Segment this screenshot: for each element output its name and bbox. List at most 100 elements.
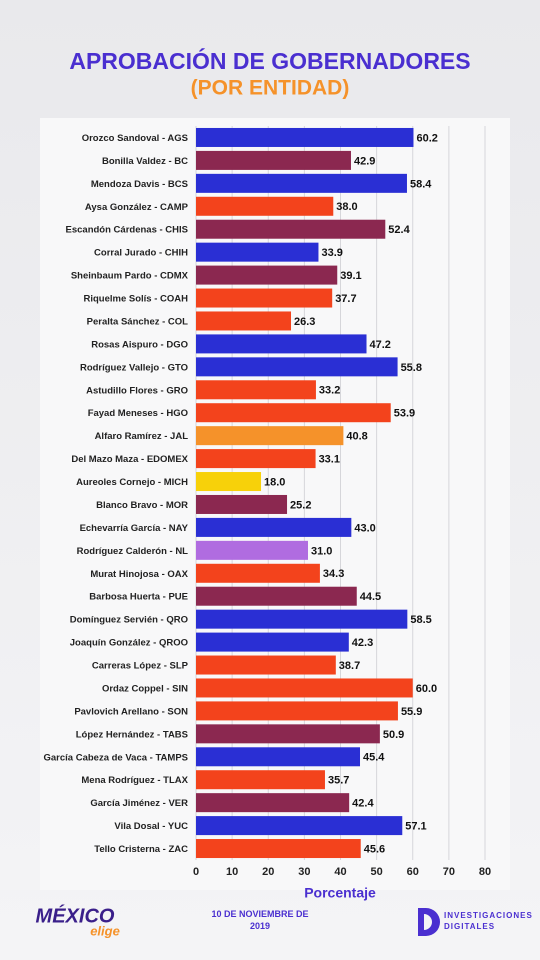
bar xyxy=(196,655,336,675)
value-label: 50.9 xyxy=(383,729,404,741)
x-tick-label: 60 xyxy=(407,866,419,878)
bar xyxy=(196,494,288,514)
value-label: 26.3 xyxy=(294,316,315,328)
value-label: 25.2 xyxy=(290,499,311,511)
y-tick-label: Riquelme Solís - COAH xyxy=(83,294,188,305)
bar xyxy=(196,334,367,354)
y-tick-label: Rodríguez Vallejo - GTO xyxy=(80,362,188,373)
value-label: 45.4 xyxy=(363,752,385,764)
y-tick-label: Corral Jurado - CHIH xyxy=(94,248,188,259)
y-tick-label: Ordaz Coppel - SIN xyxy=(102,683,188,694)
x-tick-label: 10 xyxy=(226,866,238,878)
bar xyxy=(196,793,350,813)
y-tick-label: Tello Cristerna - ZAC xyxy=(94,844,188,855)
value-label: 31.0 xyxy=(311,545,332,557)
x-tick-label: 50 xyxy=(371,866,383,878)
value-label: 58.5 xyxy=(410,614,431,626)
y-tick-label: Rosas Aispuro - DGO xyxy=(91,339,188,350)
y-tick-label: Murat Hinojosa - OAX xyxy=(90,569,188,580)
y-tick-label: Fayad Meneses - HGO xyxy=(88,408,188,419)
bar xyxy=(196,173,407,193)
value-label: 38.0 xyxy=(336,201,357,213)
value-label: 38.7 xyxy=(339,660,360,672)
value-label: 60.0 xyxy=(416,683,437,695)
value-label: 18.0 xyxy=(264,476,285,488)
y-tick-label: Blanco Bravo - MOR xyxy=(96,500,188,511)
bar xyxy=(196,747,361,767)
value-label: 34.3 xyxy=(323,568,344,580)
y-tick-label: Aysa González - CAMP xyxy=(85,202,189,213)
bar xyxy=(196,426,344,446)
bar xyxy=(196,403,391,423)
value-label: 55.9 xyxy=(401,706,422,718)
value-label: 58.4 xyxy=(410,178,432,190)
bar xyxy=(196,288,333,308)
y-tick-label: Escandón Cárdenas - CHIS xyxy=(66,225,188,236)
x-tick-label: 0 xyxy=(193,866,199,878)
logo: MÉXICO xyxy=(36,904,115,927)
date: 10 DE NOVIEMBRE DE 2019 xyxy=(211,909,309,931)
bar xyxy=(196,265,338,285)
x-tick-label: 20 xyxy=(262,866,274,878)
bar xyxy=(196,563,320,583)
y-tick-label: García Cabeza de Vaca - TAMPS xyxy=(44,752,189,763)
bar xyxy=(196,724,380,744)
bar xyxy=(196,770,325,790)
y-tick-label: Carreras López - SLP xyxy=(92,661,189,672)
x-axis-label: Porcentaje xyxy=(304,885,376,901)
bar xyxy=(196,632,349,652)
value-label: 44.5 xyxy=(360,591,381,603)
value-label: 53.9 xyxy=(394,408,415,420)
bar xyxy=(196,357,398,377)
value-label: 33.1 xyxy=(319,454,340,466)
bar xyxy=(196,127,414,147)
y-tick-label: Mendoza Davis - BCS xyxy=(91,179,188,190)
bar xyxy=(196,816,403,836)
value-label: 52.4 xyxy=(388,224,410,236)
brand-icon xyxy=(418,908,440,936)
value-label: 39.1 xyxy=(340,270,361,282)
x-tick-label: 40 xyxy=(334,866,346,878)
y-tick-label: López Hernández - TABS xyxy=(76,729,188,740)
logo-tag: elige xyxy=(90,923,120,938)
value-label: 42.3 xyxy=(352,637,373,649)
y-tick-label: Vila Dosal - YUC xyxy=(114,821,188,832)
value-label: 55.8 xyxy=(401,362,422,374)
bar xyxy=(196,196,334,216)
y-tick-label: Domínguez Servién - QRO xyxy=(70,615,188,626)
chart-subtitle: (POR ENTIDAD) xyxy=(191,77,350,100)
value-label: 33.2 xyxy=(319,385,340,397)
brand: INVESTIGACIONES DIGITALES xyxy=(444,911,533,931)
value-label: 57.1 xyxy=(405,821,426,833)
value-label: 42.9 xyxy=(354,155,375,167)
bar xyxy=(196,242,319,262)
value-label: 37.7 xyxy=(335,293,356,305)
bar xyxy=(196,219,386,239)
value-label: 35.7 xyxy=(328,775,349,787)
y-tick-label: Astudillo Flores - GRO xyxy=(86,385,188,396)
x-tick-label: 80 xyxy=(479,866,491,878)
bar xyxy=(196,586,357,606)
value-label: 42.4 xyxy=(352,798,374,810)
value-label: 33.9 xyxy=(321,247,342,259)
x-tick-label: 30 xyxy=(298,866,310,878)
value-label: 43.0 xyxy=(354,522,375,534)
y-tick-label: Del Mazo Maza - EDOMEX xyxy=(71,454,188,465)
chart-title: APROBACIÓN DE GOBERNADORES xyxy=(69,47,470,74)
y-tick-label: Echevarría García - NAY xyxy=(80,523,189,534)
y-tick-label: Peralta Sánchez - COL xyxy=(87,316,189,327)
y-tick-label: Sheinbaum Pardo - CDMX xyxy=(71,271,189,282)
bar xyxy=(196,311,292,331)
y-tick-label: Alfaro Ramírez - JAL xyxy=(95,431,189,442)
bar xyxy=(196,701,398,721)
y-tick-label: García Jiménez - VER xyxy=(90,798,188,809)
bar xyxy=(196,449,316,469)
y-tick-label: Rodríguez Calderón - NL xyxy=(77,546,189,557)
y-tick-label: Bonilla Valdez - BC xyxy=(102,156,188,167)
bar xyxy=(196,609,408,629)
bar xyxy=(196,517,352,537)
x-tick-label: 70 xyxy=(443,866,455,878)
y-tick-label: Barbosa Huerta - PUE xyxy=(89,592,188,603)
bar xyxy=(196,839,361,859)
